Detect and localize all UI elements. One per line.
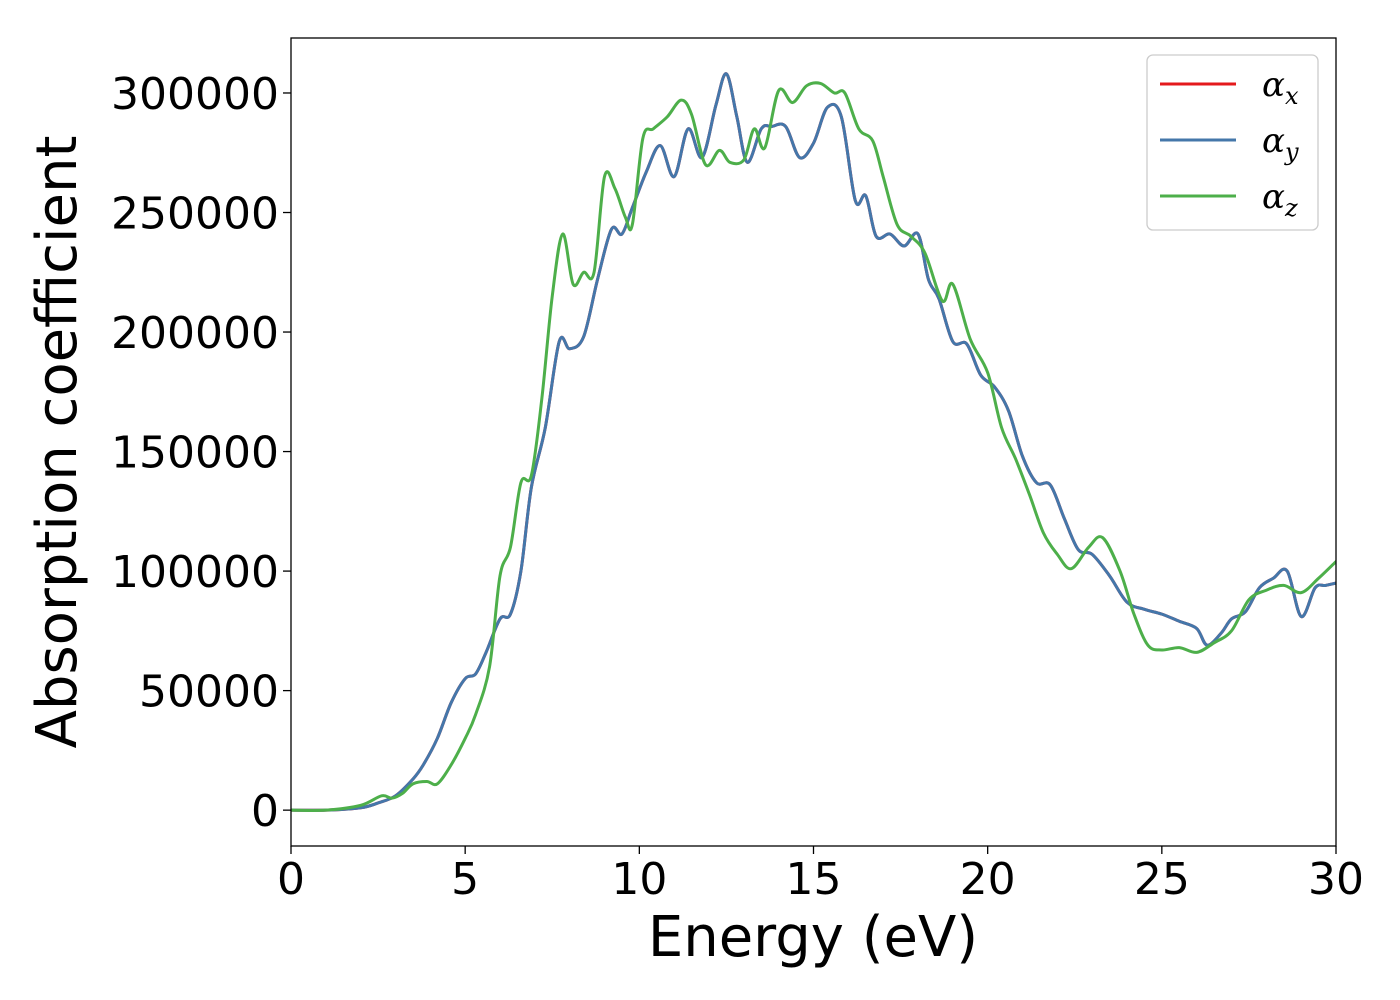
series-layer — [291, 72, 1336, 812]
x-tick-label: 30 — [1308, 854, 1364, 905]
y-tick-label: 300000 — [111, 69, 279, 120]
legend-label-x: αx — [1262, 65, 1299, 110]
y-tick-label: 200000 — [111, 308, 279, 359]
x-tick-label: 10 — [611, 854, 667, 905]
series-line-z — [291, 81, 1336, 812]
legend-label-y: αy — [1262, 121, 1299, 166]
legend-label-z: αz — [1262, 177, 1298, 222]
x-tick-label: 0 — [277, 854, 305, 905]
x-tick-label: 20 — [960, 854, 1016, 905]
y-tick-label: 250000 — [111, 189, 279, 240]
x-axis-label: Energy (eV) — [648, 905, 978, 970]
legend: αx αy αz — [1146, 54, 1319, 231]
x-tick-label: 25 — [1134, 854, 1190, 905]
series-line-y — [291, 72, 1336, 812]
x-tick-label: 5 — [451, 854, 479, 905]
y-tick-label: 150000 — [111, 428, 279, 479]
y-tick-label: 0 — [251, 786, 279, 837]
ticks-layer: 0 5 10 15 20 25 30 0 50000 100000 150000 200000 2500… — [111, 69, 1364, 905]
y-tick-label: 100000 — [111, 547, 279, 598]
y-tick-label: 50000 — [139, 667, 279, 718]
y-axis-label: Absorption coefficient — [25, 136, 90, 749]
x-tick-label: 15 — [786, 854, 842, 905]
legend-box — [1146, 54, 1319, 231]
